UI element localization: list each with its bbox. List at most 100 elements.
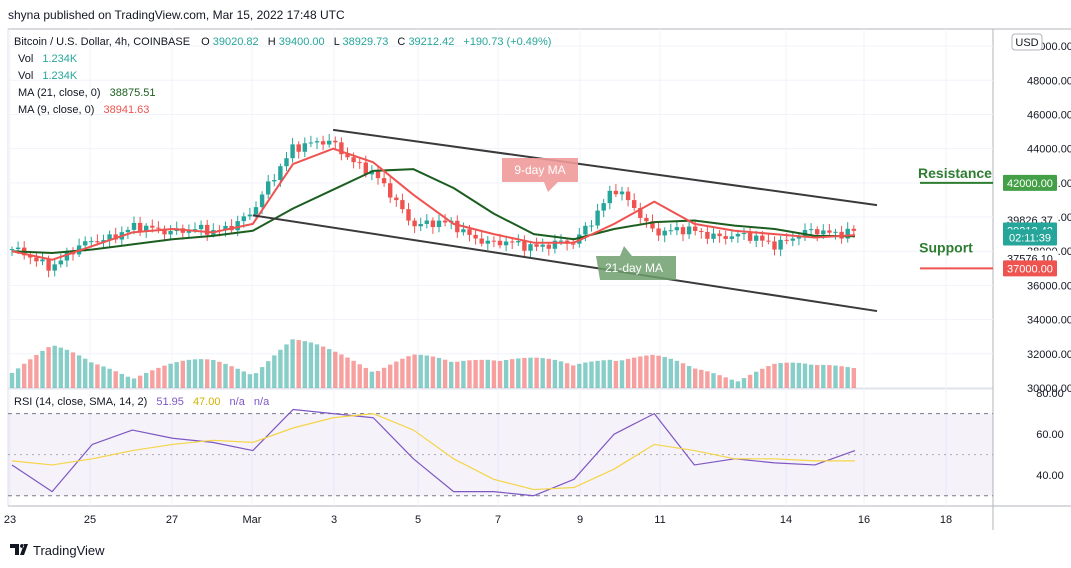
candle-body xyxy=(711,233,716,239)
candle-body xyxy=(9,249,15,251)
candle-body xyxy=(546,244,551,249)
candle-body xyxy=(571,243,576,245)
volume-bar xyxy=(113,371,118,388)
time-tick-label: 9 xyxy=(577,514,583,526)
volume-bar xyxy=(735,381,741,388)
candle-body xyxy=(58,260,63,265)
candle-body xyxy=(754,235,759,241)
rsi-sma-line xyxy=(11,413,855,491)
legend-change: +190.73 (+0.49%) xyxy=(463,36,551,48)
candle-body xyxy=(662,230,667,236)
volume-bar xyxy=(22,363,27,388)
time-tick-label: 14 xyxy=(780,514,792,526)
tradingview-logo[interactable]: TradingView xyxy=(10,543,105,558)
volume-bar xyxy=(272,355,277,388)
candle-body xyxy=(327,140,332,145)
volume-bar xyxy=(851,368,856,388)
volume-bar xyxy=(449,361,454,388)
candle-body xyxy=(790,238,795,241)
candle-body xyxy=(473,234,478,239)
legend-ma21-value: 38875.51 xyxy=(110,87,156,99)
volume-bar xyxy=(412,354,417,388)
candle-body xyxy=(34,257,39,262)
candle-body xyxy=(205,224,210,235)
candle-body xyxy=(601,203,606,211)
candle-body xyxy=(442,220,448,223)
legend-rsi-label: RSI (14, close, SMA, 14, 2) xyxy=(14,396,147,408)
volume-bar xyxy=(754,371,759,388)
tradingview-logo-icon xyxy=(10,544,28,555)
legend-vol2-label: Vol xyxy=(18,70,33,82)
volume-bar xyxy=(357,364,362,388)
volume-bar xyxy=(564,363,570,388)
time-tick-label: 11 xyxy=(654,514,665,526)
volume-bar xyxy=(625,358,631,388)
volume-bar xyxy=(650,354,655,388)
candle-body xyxy=(625,191,631,201)
volume-bar xyxy=(546,358,551,388)
candle-body xyxy=(223,225,228,231)
legend-l-label: L xyxy=(334,36,340,48)
candle-body xyxy=(723,236,728,239)
volume-bar xyxy=(766,366,771,388)
candle-body xyxy=(522,241,527,251)
tradingview-brand: TradingView xyxy=(33,543,105,558)
ma21-line xyxy=(11,168,856,254)
volume-bar xyxy=(839,366,844,388)
rsi-axis-ticks: 80.00 60.00 40.00 xyxy=(1036,388,1064,482)
currency-button[interactable]: USD xyxy=(1011,33,1043,51)
legend-c-label: C xyxy=(397,36,405,48)
volume-bar xyxy=(436,357,442,388)
volume-bar xyxy=(308,342,314,388)
volume-bar xyxy=(821,364,826,388)
candle-body xyxy=(552,240,558,249)
candle-body xyxy=(192,229,198,231)
candle-body xyxy=(583,225,588,235)
time-tick-label: Mar xyxy=(243,514,262,526)
volume-bar xyxy=(607,359,612,388)
resistance-label: Resistance xyxy=(918,165,992,181)
price-badges: 42000.0039826.3739212.4202:11:3937576.10… xyxy=(1003,174,1057,277)
price-badge xyxy=(1003,174,1057,191)
candle-body xyxy=(198,224,204,230)
candle-body xyxy=(644,217,649,222)
legend-h-label: H xyxy=(268,36,276,48)
volume-bar xyxy=(461,360,466,388)
volume-bar xyxy=(46,347,51,388)
candle-body xyxy=(89,241,94,243)
volume-bar xyxy=(778,363,783,388)
candle-body xyxy=(540,244,545,247)
candle-body xyxy=(491,240,497,242)
volume-bar xyxy=(442,359,448,388)
volume-bar xyxy=(662,357,667,388)
volume-bar xyxy=(266,361,271,388)
legend-h-value: 39400.00 xyxy=(279,36,325,48)
candle-body xyxy=(674,227,680,231)
legend-ma21-label: MA (21, close, 0) xyxy=(18,87,101,99)
volume-bar xyxy=(808,364,814,388)
candle-body xyxy=(455,220,460,233)
candle-body xyxy=(247,214,253,217)
series-lines xyxy=(11,147,856,497)
candle-body xyxy=(436,220,442,228)
volume-bar xyxy=(394,361,399,388)
volume-bar xyxy=(89,362,94,388)
candle-body xyxy=(314,141,320,143)
volume-bar xyxy=(320,346,326,388)
volume-bar xyxy=(229,366,234,388)
candle-body xyxy=(83,241,88,246)
candle-body xyxy=(760,235,765,241)
candle-body xyxy=(558,240,564,242)
candle-body xyxy=(461,229,466,233)
price-tick-label: 36000.00 xyxy=(1027,280,1071,292)
volume-bar xyxy=(58,347,63,388)
legend-symbol: Bitcoin / U.S. Dollar, 4h, COINBASE xyxy=(14,36,190,48)
candle-body xyxy=(266,181,271,195)
volume-bar xyxy=(747,374,753,388)
volume-bar xyxy=(241,371,246,388)
volume-bar xyxy=(162,365,167,388)
volume-bar xyxy=(192,359,198,388)
main-pane[interactable] xyxy=(7,28,994,389)
price-tick-label: 48000.00 xyxy=(1027,75,1071,87)
legend-vol1-value: 1.234K xyxy=(42,53,78,65)
